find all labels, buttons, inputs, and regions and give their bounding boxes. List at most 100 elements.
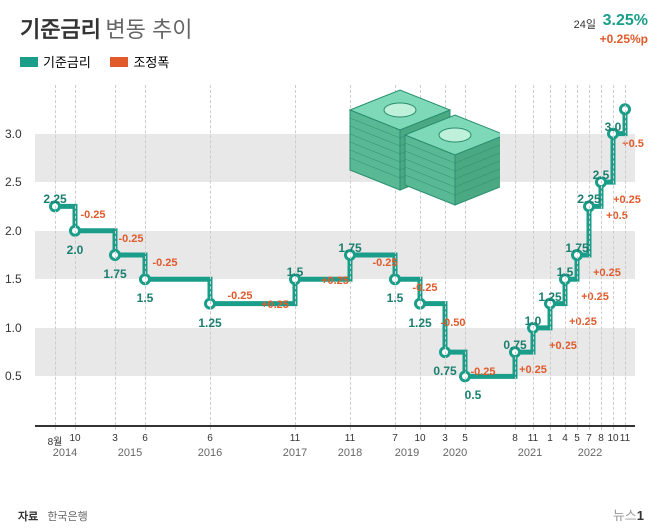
footer: 자료 한국은행: [18, 508, 88, 524]
x-axis-line: [35, 425, 635, 427]
gridline-vertical: [515, 85, 516, 430]
gridline-vertical: [613, 85, 614, 430]
adjustment-label: +0.25: [549, 340, 577, 352]
x-tick-month: 5: [574, 433, 580, 444]
x-tick-year: 2015: [118, 447, 142, 459]
x-tick-month: 11: [620, 433, 630, 444]
x-tick-month: 11: [345, 433, 355, 444]
x-tick-month: 7: [392, 433, 398, 444]
value-label: 0.75: [503, 338, 526, 352]
adjustment-label: -0.50: [440, 317, 465, 329]
x-tick-month: 1: [547, 433, 553, 444]
value-label: 2.5: [593, 168, 610, 182]
value-label: 1.0: [525, 314, 542, 328]
value-label: 2.25: [43, 192, 66, 206]
y-axis-label: 1.5: [5, 272, 22, 286]
x-tick-month: 10: [69, 433, 80, 444]
value-label: 1.5: [557, 265, 574, 279]
x-tick-year: 2022: [578, 447, 602, 459]
publisher-logo: 뉴스1: [613, 505, 644, 524]
value-label: 1.5: [387, 291, 404, 305]
gridline-vertical: [75, 85, 76, 430]
gridline-vertical: [589, 85, 590, 430]
adjustment-label: +0.25: [581, 291, 609, 303]
logo-text: 뉴스: [613, 508, 637, 523]
value-label: 1.5: [287, 265, 304, 279]
y-axis-label: 3.0: [5, 127, 22, 141]
x-tick-year: 2020: [443, 447, 467, 459]
legend-adj: 조정폭: [110, 52, 169, 71]
gridline-vertical: [601, 85, 602, 430]
value-label: 1.75: [338, 241, 361, 255]
footer-label: 자료: [18, 511, 38, 523]
value-label: 1.25: [538, 290, 561, 304]
x-tick-month: 8월: [48, 433, 63, 448]
adjustment-label: -0.25: [412, 282, 437, 294]
title-sub: 변동 추이: [105, 17, 192, 42]
x-tick-month: 6: [207, 433, 213, 444]
callout-date: 24일: [574, 16, 596, 32]
title-main: 기준금리: [20, 17, 101, 42]
adjustment-label: +0.25: [261, 299, 289, 311]
legend-adj-swatch: [110, 57, 128, 67]
gridline-vertical: [55, 85, 56, 430]
x-tick-month: 5: [462, 433, 468, 444]
adjustment-label: +0.25: [321, 275, 349, 287]
y-axis-label: 2.5: [5, 175, 22, 189]
adjustment-label: -0.25: [372, 257, 397, 269]
x-tick-month: 11: [290, 433, 300, 444]
x-tick-year: 2019: [395, 447, 419, 459]
legend-rate-label: 기준금리: [43, 52, 91, 71]
x-tick-month: 10: [607, 433, 618, 444]
x-tick-year: 2021: [518, 447, 542, 459]
gridline-vertical: [625, 85, 626, 430]
adjustment-label: -0.25: [118, 233, 143, 245]
x-tick-month: 7: [586, 433, 592, 444]
gridline-vertical: [210, 85, 211, 430]
footer-source: 한국은행: [47, 511, 87, 523]
adjustment-label: +0.25: [569, 316, 597, 328]
title-area: 기준금리 변동 추이: [0, 0, 658, 52]
adjustment-label: -0.25: [470, 366, 495, 378]
x-tick-month: 10: [414, 433, 425, 444]
x-tick-month: 8: [512, 433, 518, 444]
value-label: 1.25: [198, 316, 221, 330]
adjustment-label: -0.25: [152, 257, 177, 269]
x-tick-month: 11: [528, 433, 538, 444]
value-label: 0.75: [433, 364, 456, 378]
callout-value: 3.25%: [603, 12, 648, 30]
gridline-vertical: [550, 85, 551, 430]
value-label: 0.5: [465, 388, 482, 402]
x-tick-year: 2018: [338, 447, 362, 459]
value-label: 1.5: [137, 291, 154, 305]
legend-adj-label: 조정폭: [133, 52, 169, 71]
x-tick-month: 4: [562, 433, 568, 444]
y-axis-label: 0.5: [5, 369, 22, 383]
gridline-vertical: [115, 85, 116, 430]
x-tick-month: 3: [442, 433, 448, 444]
gridline-vertical: [565, 85, 566, 430]
logo-num: 1: [637, 508, 644, 523]
x-tick-year: 2016: [198, 447, 222, 459]
x-tick-month: 8: [598, 433, 604, 444]
x-tick-year: 2017: [283, 447, 307, 459]
y-axis-label: 1.0: [5, 321, 22, 335]
x-tick-year: 2014: [53, 447, 77, 459]
legend-rate: 기준금리: [20, 52, 91, 71]
adjustment-label: +0.25: [613, 194, 641, 206]
gridline-vertical: [295, 85, 296, 430]
value-label: 2.0: [67, 243, 84, 257]
value-label: 1.75: [565, 241, 588, 255]
x-tick-month: 6: [142, 433, 148, 444]
x-tick-month: 3: [112, 433, 118, 444]
legend-rate-swatch: [20, 57, 38, 67]
money-stack-illustration: [310, 60, 500, 215]
y-axis-label: 2.0: [5, 224, 22, 238]
value-label: 1.25: [408, 316, 431, 330]
value-label: 1.75: [103, 267, 126, 281]
gridline-vertical: [577, 85, 578, 430]
gridline-vertical: [533, 85, 534, 430]
adjustment-label: -0.25: [227, 290, 252, 302]
value-label: 2.25: [577, 192, 600, 206]
adjustment-label: -0.25: [80, 209, 105, 221]
